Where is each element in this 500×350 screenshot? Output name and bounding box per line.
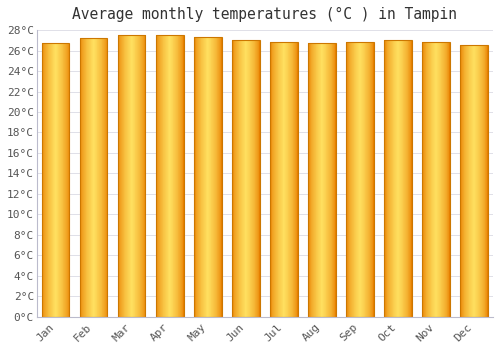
Bar [194,37,222,317]
Bar [308,43,336,317]
Bar [346,42,374,317]
Bar [156,35,184,317]
Title: Average monthly temperatures (°C ) in Tampin: Average monthly temperatures (°C ) in Ta… [72,7,458,22]
Bar [80,38,108,317]
Bar [460,46,487,317]
Bar [42,43,70,317]
Bar [118,35,146,317]
Bar [270,42,297,317]
Bar [422,42,450,317]
Bar [384,40,411,317]
Bar [232,40,260,317]
